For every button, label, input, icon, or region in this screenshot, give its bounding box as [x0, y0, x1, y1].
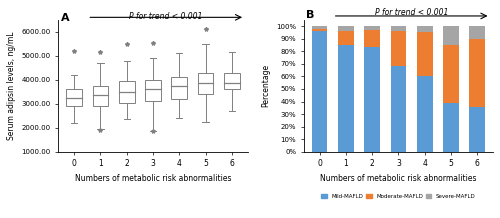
Bar — [443, 103, 459, 152]
Bar — [312, 26, 328, 29]
Bar — [417, 26, 432, 32]
Text: P for trend < 0.001: P for trend < 0.001 — [130, 12, 203, 21]
Bar — [312, 31, 328, 152]
Bar — [417, 32, 432, 76]
Bar — [470, 26, 485, 39]
Bar — [470, 107, 485, 152]
Bar — [66, 89, 82, 106]
X-axis label: Numbers of metabolic risk abnormalities: Numbers of metabolic risk abnormalities — [320, 174, 476, 183]
Bar — [312, 29, 328, 31]
Bar — [364, 47, 380, 152]
Bar — [338, 45, 354, 152]
Bar — [92, 86, 108, 106]
Bar — [443, 45, 459, 103]
Bar — [145, 80, 161, 101]
Bar — [338, 26, 354, 31]
Bar — [338, 31, 354, 45]
Text: P for trend < 0.001: P for trend < 0.001 — [375, 8, 448, 17]
Bar — [470, 39, 485, 107]
Y-axis label: Percentage: Percentage — [262, 64, 270, 107]
Bar — [224, 73, 240, 89]
Bar — [172, 77, 187, 99]
Legend: Mild-MAFLD, Moderate-MAFLD, Severe-MAFLD: Mild-MAFLD, Moderate-MAFLD, Severe-MAFLD — [319, 192, 478, 201]
Bar — [198, 73, 214, 94]
Bar — [417, 76, 432, 152]
Bar — [390, 66, 406, 152]
Bar — [119, 81, 134, 103]
Bar — [364, 26, 380, 30]
Bar — [390, 31, 406, 66]
Bar — [364, 30, 380, 47]
X-axis label: Numbers of metabolic risk abnormalities: Numbers of metabolic risk abnormalities — [75, 174, 232, 183]
Text: A: A — [61, 13, 70, 23]
Bar — [390, 26, 406, 31]
Text: B: B — [306, 10, 315, 20]
Y-axis label: Serum adipsin levels, ng/mL: Serum adipsin levels, ng/mL — [7, 32, 16, 140]
Bar — [443, 26, 459, 45]
